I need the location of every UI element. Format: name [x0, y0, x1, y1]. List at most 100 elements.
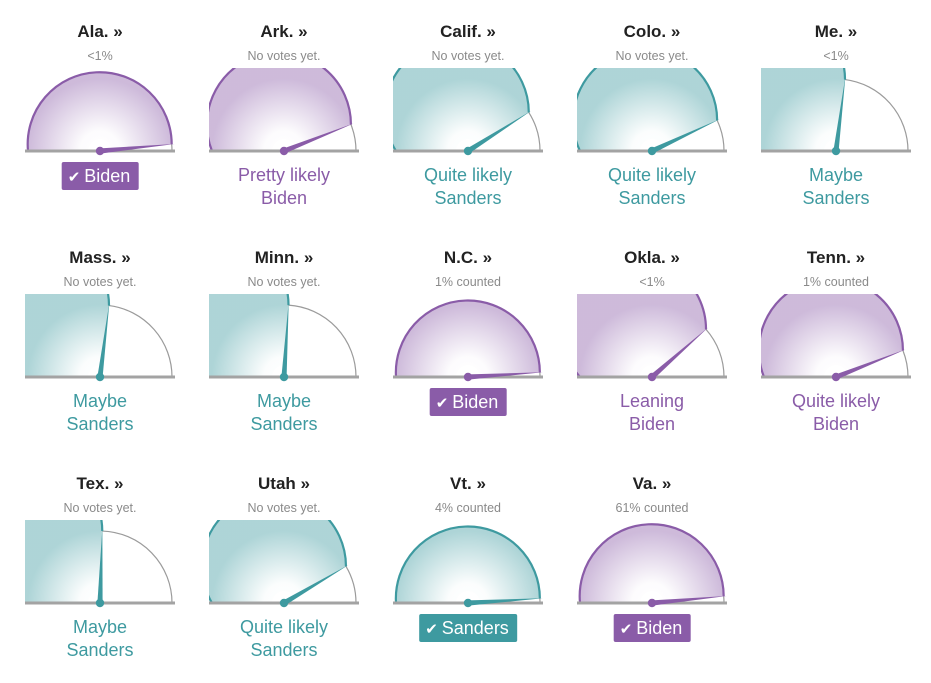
- gauge-chart: [25, 294, 175, 382]
- state-link[interactable]: Vt. »: [450, 474, 486, 493]
- gauge-needle: [467, 372, 543, 380]
- gauge-lead-arc: [394, 299, 541, 378]
- gauge-pivot: [95, 146, 105, 156]
- state-link[interactable]: Va. »: [632, 474, 672, 493]
- state-link[interactable]: Ark. »: [260, 22, 308, 41]
- forecast-line: Sanders: [250, 640, 318, 660]
- state-link[interactable]: N.C. »: [443, 248, 493, 267]
- gauge-rest-arc: [288, 304, 357, 378]
- gauge-needle: [650, 327, 709, 379]
- winner-badge: ✔ Biden: [429, 388, 507, 416]
- gauge-fill: [25, 520, 103, 603]
- forecast-line: Maybe: [72, 617, 128, 637]
- state-link[interactable]: Me. »: [814, 22, 858, 41]
- gauge-rest-arc: [902, 350, 909, 378]
- gauge-pivot: [647, 372, 657, 382]
- state-link[interactable]: Okla. »: [624, 248, 680, 267]
- state-link[interactable]: Utah »: [258, 474, 310, 493]
- gauge-needle: [467, 598, 543, 606]
- gauge-lead-arc: [209, 520, 348, 604]
- forecast-line: Sanders: [434, 188, 502, 208]
- state-gauge-card: Tex. » No votes yet. Maybe Sanders: [8, 452, 192, 678]
- reporting-status: <1%: [823, 49, 849, 63]
- reporting-status: No votes yet.: [63, 501, 137, 515]
- gauge-lead-arc: [209, 68, 353, 152]
- state-gauge-card: Minn. » No votes yet. Maybe Sanders: [192, 226, 376, 452]
- gauge-lead-arc: [577, 68, 719, 152]
- state-gauge-card: Utah » No votes yet. Quite likely Sanders: [192, 452, 376, 678]
- forecast-line: Quite likely: [791, 391, 881, 411]
- gauge-lead-arc: [578, 523, 725, 604]
- forecast-line: Pretty likely: [237, 165, 331, 185]
- gauge-hub: [456, 591, 480, 603]
- gauge-chart: [761, 68, 911, 156]
- state-gauge-card: Okla. » <1% Leaning Biden: [560, 226, 744, 452]
- gauge-fill: [395, 300, 540, 377]
- forecast-line: Maybe: [72, 391, 128, 411]
- forecast-label: Maybe Sanders: [744, 164, 928, 210]
- gauge-needle: [97, 302, 110, 378]
- forecast-line: Quite likely: [423, 165, 513, 185]
- state-link[interactable]: Calif. »: [440, 22, 496, 41]
- reporting-status: <1%: [87, 49, 113, 63]
- winner-name: Biden: [636, 618, 683, 638]
- gauge-fill: [579, 524, 724, 603]
- winner-name: Biden: [452, 392, 499, 412]
- checkmark-icon: ✔: [425, 621, 438, 638]
- gauge-fill: [393, 68, 529, 151]
- winner-badge: ✔ Biden: [61, 162, 139, 190]
- gauge-chart: [761, 294, 911, 382]
- gauge-chart: [577, 294, 727, 382]
- gauge-needle: [281, 302, 289, 378]
- checkmark-icon: ✔: [67, 169, 81, 186]
- forecast-line: Maybe: [808, 165, 864, 185]
- gauge-chart: [393, 68, 543, 156]
- gauge-chart: [577, 68, 727, 156]
- gauge-fill: [209, 520, 346, 603]
- gauge-pivot: [95, 372, 105, 382]
- forecast-line: Maybe: [256, 391, 312, 411]
- gauge-lead-arc: [394, 525, 541, 604]
- gauge-pivot: [279, 598, 289, 608]
- state-link[interactable]: Ala. »: [77, 22, 123, 41]
- state-link[interactable]: Mass. »: [69, 248, 131, 267]
- forecast-line: Leaning: [619, 391, 685, 411]
- gauge-pivot: [463, 598, 473, 608]
- checkmark-icon: ✔: [435, 395, 449, 412]
- state-gauge-card: Me. » <1% Maybe Sanders: [744, 0, 928, 226]
- state-gauge-card: Va. » 61% counted ✔ Biden: [560, 452, 744, 678]
- state-gauge-card: Tenn. » 1% counted Quite likely Biden: [744, 226, 928, 452]
- forecast-line: Sanders: [250, 414, 318, 434]
- gauge-fill: [27, 72, 172, 151]
- forecast-line: Biden: [812, 414, 860, 434]
- gauge-pivot: [95, 598, 105, 608]
- gauge-needle: [466, 110, 532, 154]
- forecast-line: Quite likely: [607, 165, 697, 185]
- forecast-line: Biden: [260, 188, 308, 208]
- gauge-fill: [761, 294, 903, 377]
- reporting-status: No votes yet.: [615, 49, 689, 63]
- gauge-needle: [650, 119, 720, 154]
- forecast-line: Biden: [628, 414, 676, 434]
- state-link[interactable]: Tex. »: [76, 474, 124, 493]
- gauge-pivot: [279, 146, 289, 156]
- gauge-fill: [209, 294, 289, 377]
- state-gauge-card: Vt. » 4% counted ✔ Sanders: [376, 452, 560, 678]
- forecast-label: Quite likely Sanders: [376, 164, 560, 210]
- reporting-status: No votes yet.: [63, 275, 137, 289]
- state-link[interactable]: Tenn. »: [806, 248, 866, 267]
- forecast-line: Sanders: [802, 188, 870, 208]
- gauge-needle: [835, 349, 906, 380]
- state-link[interactable]: Colo. »: [623, 22, 681, 41]
- gauge-fill: [25, 294, 110, 377]
- winner-name: Sanders: [441, 618, 509, 638]
- state-gauge-card: Mass. » No votes yet. Maybe Sanders: [8, 226, 192, 452]
- gauge-lead-arc: [761, 294, 905, 378]
- gauge-rest-arc: [716, 120, 725, 152]
- state-gauge-card: Calif. » No votes yet. Quite likely Sanders: [376, 0, 560, 226]
- gauge-needle: [833, 76, 846, 152]
- forecast-label: Maybe Sanders: [8, 616, 192, 662]
- gauge-needle: [283, 123, 354, 154]
- state-link[interactable]: Minn. »: [254, 248, 314, 267]
